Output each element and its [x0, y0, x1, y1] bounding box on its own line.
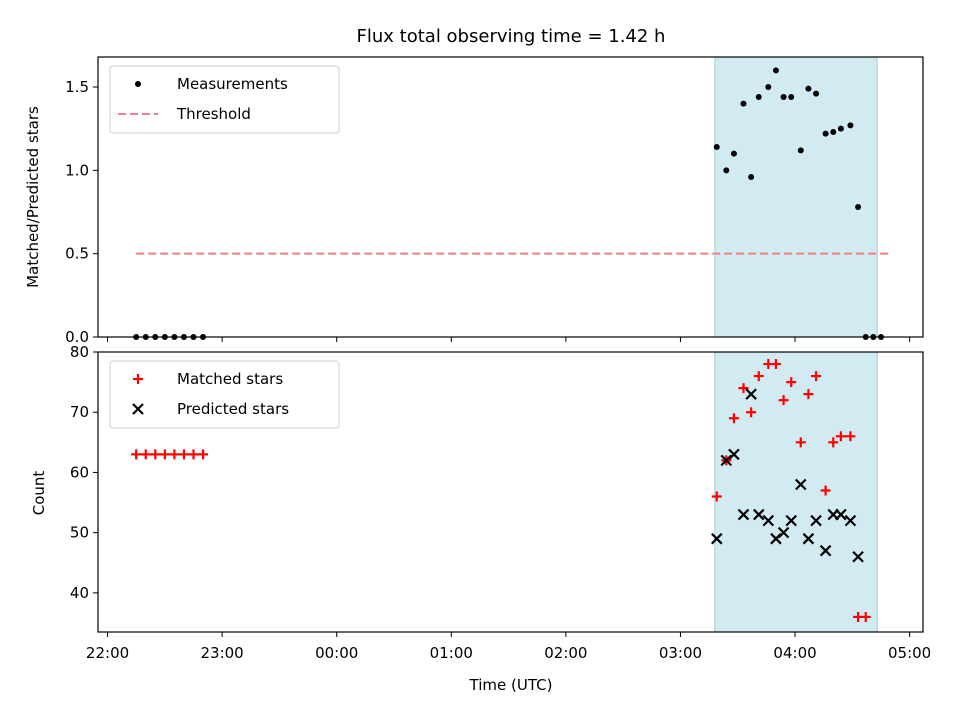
- measurement-point: [797, 147, 804, 154]
- predicted-star-point: [785, 514, 798, 527]
- y-tick-label: 0.0: [65, 328, 89, 346]
- top-y-axis-label: Matched/Predicted stars: [24, 106, 42, 288]
- matched-star-point: [728, 413, 739, 424]
- predicted-star-point: [737, 508, 750, 521]
- legend-matched-marker: [133, 374, 143, 384]
- x-tick-label: 05:00: [888, 644, 931, 662]
- predicted-star-point: [835, 508, 847, 521]
- measurement-point: [723, 167, 730, 174]
- legend-box: [109, 360, 340, 429]
- y-tick-label: 60: [70, 463, 89, 481]
- y-tick-label: 50: [70, 524, 89, 542]
- matched-star-point: [820, 485, 831, 496]
- predicted-star-point: [819, 544, 832, 557]
- axes-frame: [97, 56, 924, 338]
- y-tick-label: 1.5: [65, 78, 89, 96]
- bottom-y-axis-label: Count: [30, 471, 48, 516]
- predicted-star-point: [710, 532, 723, 545]
- matched-star-point: [811, 371, 822, 382]
- measurement-point: [730, 150, 737, 157]
- measurement-point: [830, 129, 837, 135]
- axes-frame: [97, 351, 924, 633]
- x-tick-label: 03:00: [659, 644, 702, 662]
- highlight-span: [714, 56, 878, 338]
- measurement-point: [755, 94, 762, 100]
- matched-star-point: [159, 449, 170, 460]
- measurement-point: [847, 122, 854, 129]
- predicted-star-point: [852, 550, 864, 563]
- matched-star-point: [835, 431, 846, 442]
- top-panel: 0.0 0.5 1.0 1.5 Measurements Threshold: [65, 56, 924, 346]
- x-tick-label: 04:00: [773, 644, 816, 662]
- bottom-panel: 40 50 60 70 80 22:00 23:00 00:00 01:00 02:00 03:00…: [70, 343, 931, 662]
- measurement-point: [813, 90, 820, 97]
- matched-star-point: [131, 449, 142, 460]
- matched-star-point: [178, 449, 189, 460]
- x-tick-label: 00:00: [315, 644, 358, 662]
- predicted-star-point: [720, 454, 733, 467]
- predicted-star-point: [752, 508, 765, 521]
- measurement-point: [837, 125, 844, 132]
- x-tick-label: 23:00: [201, 644, 244, 662]
- measurement-point: [713, 144, 720, 150]
- predicted-star-point: [770, 532, 782, 545]
- matched-star-point: [778, 395, 789, 406]
- matched-star-point: [803, 389, 814, 400]
- y-tick-label: 1.0: [65, 161, 89, 179]
- measurement-point: [772, 67, 779, 74]
- measurement-point: [765, 84, 772, 90]
- predicted-star-point: [795, 478, 807, 491]
- predicted-star-point: [745, 388, 757, 400]
- matched-star-point: [845, 431, 856, 442]
- measurement-point: [748, 174, 755, 180]
- chart-title: Flux total observing time = 1.42 h: [357, 26, 666, 47]
- matched-star-point: [738, 383, 749, 394]
- y-tick-label: 40: [70, 584, 89, 602]
- matched-star-point: [711, 491, 722, 502]
- y-tick-label: 70: [70, 403, 89, 421]
- predicted-star-point: [802, 532, 815, 545]
- x-axis-label: Time (UTC): [469, 676, 553, 694]
- x-tick-label: 22:00: [86, 644, 129, 662]
- x-tick-label: 01:00: [430, 644, 473, 662]
- matched-star-point: [828, 437, 839, 448]
- matched-star-point: [150, 449, 161, 460]
- matched-star-point: [860, 611, 871, 622]
- matched-star-point: [786, 377, 797, 388]
- legend-label: Matched stars: [177, 370, 283, 388]
- matched-star-point: [753, 371, 764, 382]
- predicted-star-point: [810, 514, 822, 527]
- legend-box: [109, 65, 340, 134]
- measurement-point: [855, 204, 862, 210]
- matched-star-point: [188, 449, 199, 460]
- predicted-star-point: [762, 514, 775, 527]
- y-tick-label: 0.5: [65, 245, 89, 263]
- legend-measurements-marker: [135, 81, 141, 87]
- legend-label: Predicted stars: [177, 400, 289, 418]
- measurement-point: [822, 130, 829, 137]
- x-tick-label: 02:00: [544, 644, 587, 662]
- legend-label: Measurements: [177, 75, 288, 93]
- matched-star-point: [198, 449, 209, 460]
- matched-star-point: [795, 437, 806, 448]
- measurement-point: [780, 94, 787, 100]
- legend-label: Threshold: [176, 105, 251, 123]
- measurement-point: [788, 94, 795, 100]
- predicted-star-point: [728, 448, 740, 461]
- matched-star-point: [746, 407, 757, 418]
- measurement-point: [740, 100, 747, 107]
- legend-predicted-marker: [132, 403, 144, 415]
- predicted-star-point: [844, 514, 857, 527]
- measurement-point: [805, 85, 812, 92]
- matched-star-point: [770, 359, 781, 370]
- matched-star-point: [140, 449, 151, 460]
- predicted-star-point: [777, 526, 790, 539]
- matched-star-point: [169, 449, 180, 460]
- highlight-span: [714, 351, 878, 633]
- y-tick-label: 80: [70, 343, 89, 361]
